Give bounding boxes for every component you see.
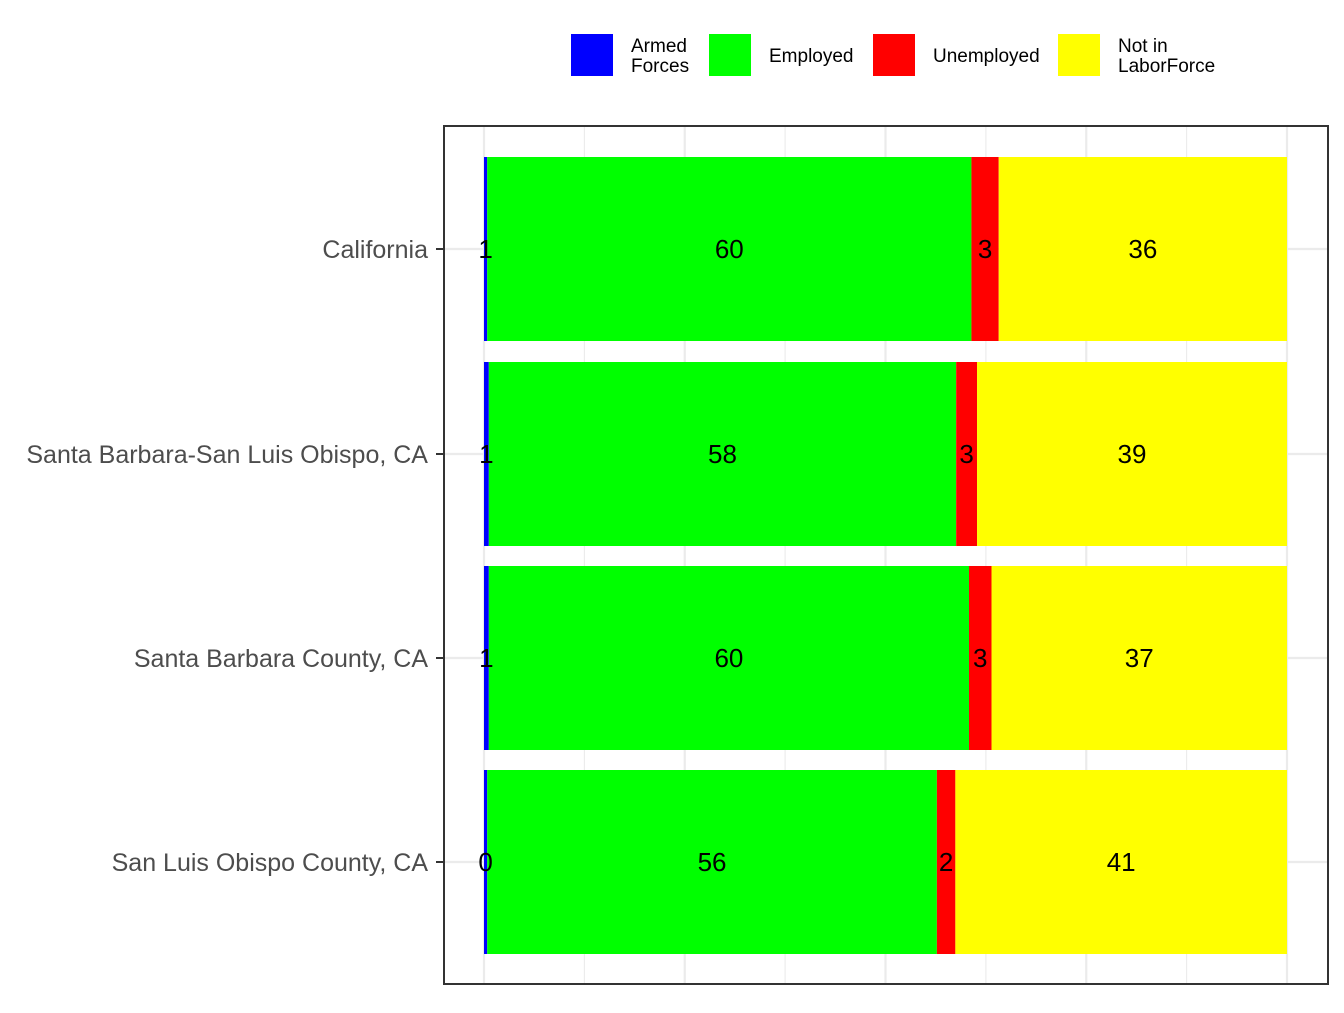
legend-label: Armed bbox=[631, 36, 687, 57]
legend-label: Forces bbox=[631, 56, 689, 77]
panel-border bbox=[443, 125, 1329, 985]
data-labels: 1 60 3 36 1 58 3 39 1 60 3 37 0 56 2 41 bbox=[478, 234, 1157, 877]
bar-employed-san-luis-obispo-county-ca bbox=[487, 770, 937, 954]
bar-not-in-laborforce-california bbox=[998, 157, 1287, 341]
value-label-unemployed-california: 3 bbox=[978, 234, 992, 264]
value-label-unemployed-santa-barbara-san-luis-obispo-ca: 3 bbox=[959, 439, 973, 469]
value-label-unemployed-san-luis-obispo-county-ca: 2 bbox=[939, 847, 953, 877]
legend-label: LaborForce bbox=[1118, 56, 1215, 77]
bar-armed-forces-santa-barbara-county-ca bbox=[484, 566, 489, 750]
bar-armed-forces-santa-barbara-san-luis-obispo-ca bbox=[484, 362, 489, 546]
y-tick-label-santa-barbara-county-ca: Santa Barbara County, CA bbox=[134, 645, 428, 673]
bars bbox=[443, 125, 1329, 985]
bar-employed-california bbox=[487, 157, 972, 341]
legend-key-not-in-laborforce bbox=[1058, 34, 1100, 76]
bar-employed-santa-barbara-county-ca bbox=[488, 566, 970, 750]
legend-label: Unemployed bbox=[933, 46, 1040, 67]
legend-key-unemployed bbox=[873, 34, 915, 76]
bar-not-in-laborforce-san-luis-obispo-county-ca bbox=[955, 770, 1287, 954]
value-label-armed-forces-santa-barbara-san-luis-obispo-ca: 1 bbox=[479, 439, 493, 469]
y-tick-label-california: California bbox=[322, 236, 428, 264]
value-label-not-in-laborforce-california: 36 bbox=[1128, 234, 1157, 264]
bar-armed-forces-san-luis-obispo-county-ca bbox=[484, 770, 488, 954]
bar-not-in-laborforce-santa-barbara-san-luis-obispo-ca bbox=[977, 362, 1287, 546]
value-label-not-in-laborforce-santa-barbara-county-ca: 37 bbox=[1125, 643, 1154, 673]
y-tick-label-santa-barbara-san-luis-obispo-ca: Santa Barbara-San Luis Obispo, CA bbox=[26, 441, 428, 469]
bar-not-in-laborforce-santa-barbara-county-ca bbox=[991, 566, 1287, 750]
value-label-not-in-laborforce-san-luis-obispo-county-ca: 41 bbox=[1107, 847, 1136, 877]
value-label-unemployed-santa-barbara-county-ca: 3 bbox=[973, 643, 987, 673]
value-label-not-in-laborforce-santa-barbara-san-luis-obispo-ca: 39 bbox=[1118, 439, 1147, 469]
value-label-armed-forces-santa-barbara-county-ca: 1 bbox=[479, 643, 493, 673]
bar-unemployed-california bbox=[971, 157, 999, 341]
bar-unemployed-san-luis-obispo-county-ca bbox=[936, 770, 956, 954]
legend-item-unemployed: Unemployed bbox=[873, 34, 1040, 76]
y-tick-label-san-luis-obispo-county-ca: San Luis Obispo County, CA bbox=[112, 849, 429, 877]
value-label-armed-forces-san-luis-obispo-county-ca: 0 bbox=[478, 847, 492, 877]
legend-label: Employed bbox=[769, 46, 854, 67]
value-label-employed-santa-barbara-san-luis-obispo-ca: 58 bbox=[708, 439, 737, 469]
legend-label: Not in bbox=[1118, 36, 1168, 57]
bar-unemployed-santa-barbara-san-luis-obispo-ca bbox=[956, 362, 978, 546]
legend-key-armed-forces bbox=[571, 34, 613, 76]
bar-employed-santa-barbara-san-luis-obispo-ca bbox=[488, 362, 957, 546]
bar-armed-forces-california bbox=[484, 157, 488, 341]
value-label-employed-santa-barbara-county-ca: 60 bbox=[714, 643, 743, 673]
legend-item-employed: Employed bbox=[709, 34, 854, 76]
legend-key-employed bbox=[709, 34, 751, 76]
bar-unemployed-santa-barbara-county-ca bbox=[969, 566, 992, 750]
value-label-employed-san-luis-obispo-county-ca: 56 bbox=[698, 847, 727, 877]
y-axis: California Santa Barbara-San Luis Obispo,… bbox=[26, 236, 444, 877]
value-label-armed-forces-california: 1 bbox=[478, 234, 492, 264]
value-label-employed-california: 60 bbox=[715, 234, 744, 264]
